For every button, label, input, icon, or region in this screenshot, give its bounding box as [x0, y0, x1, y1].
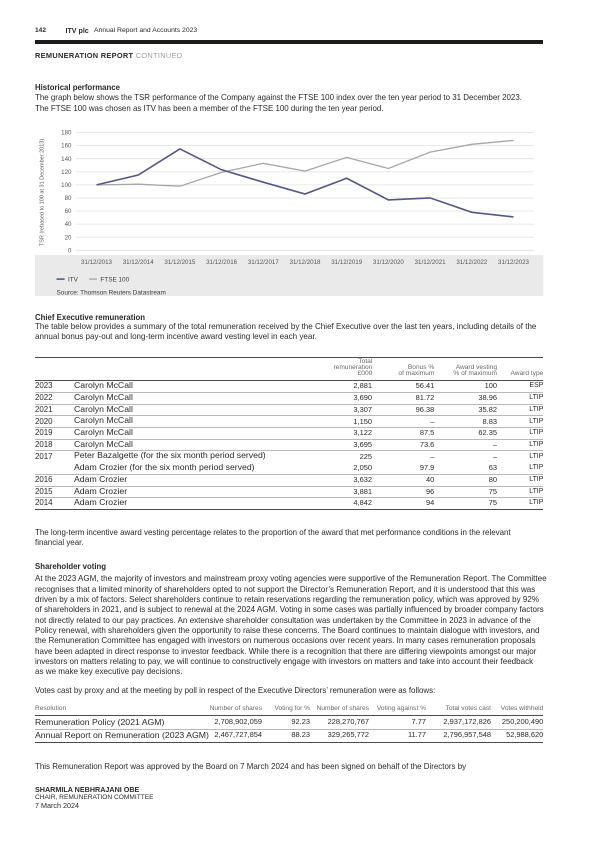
- svg-text:31/12/2019: 31/12/2019: [331, 259, 363, 266]
- svg-text:0: 0: [68, 247, 72, 254]
- svg-text:31/12/2021: 31/12/2021: [415, 259, 447, 266]
- svg-text:31/12/2015: 31/12/2015: [164, 259, 196, 266]
- svg-text:80: 80: [65, 195, 72, 202]
- svg-text:31/12/2017: 31/12/2017: [248, 259, 280, 266]
- svg-text:31/12/2022: 31/12/2022: [456, 259, 488, 266]
- svg-text:180: 180: [61, 130, 72, 137]
- svg-text:31/12/2014: 31/12/2014: [123, 259, 155, 266]
- svg-text:40: 40: [65, 221, 72, 228]
- svg-text:140: 140: [61, 156, 72, 163]
- svg-text:31/12/2016: 31/12/2016: [206, 259, 238, 266]
- svg-text:160: 160: [61, 143, 72, 150]
- svg-text:31/12/2023: 31/12/2023: [498, 259, 530, 266]
- svg-text:FTSE 100: FTSE 100: [100, 276, 129, 283]
- svg-text:31/12/2018: 31/12/2018: [290, 259, 322, 266]
- svg-text:TSR (rebased to 100 at 31 Dece: TSR (rebased to 100 at 31 December 2013): [40, 139, 46, 246]
- svg-text:Source: Thomson Reuters Datast: Source: Thomson Reuters Datastream: [57, 290, 166, 297]
- svg-text:120: 120: [61, 169, 72, 176]
- svg-text:60: 60: [65, 208, 72, 215]
- svg-text:31/12/2013: 31/12/2013: [81, 259, 113, 266]
- svg-text:31/12/2020: 31/12/2020: [373, 259, 405, 266]
- svg-text:ITV: ITV: [68, 276, 79, 283]
- svg-text:20: 20: [65, 234, 72, 241]
- svg-text:100: 100: [61, 182, 72, 189]
